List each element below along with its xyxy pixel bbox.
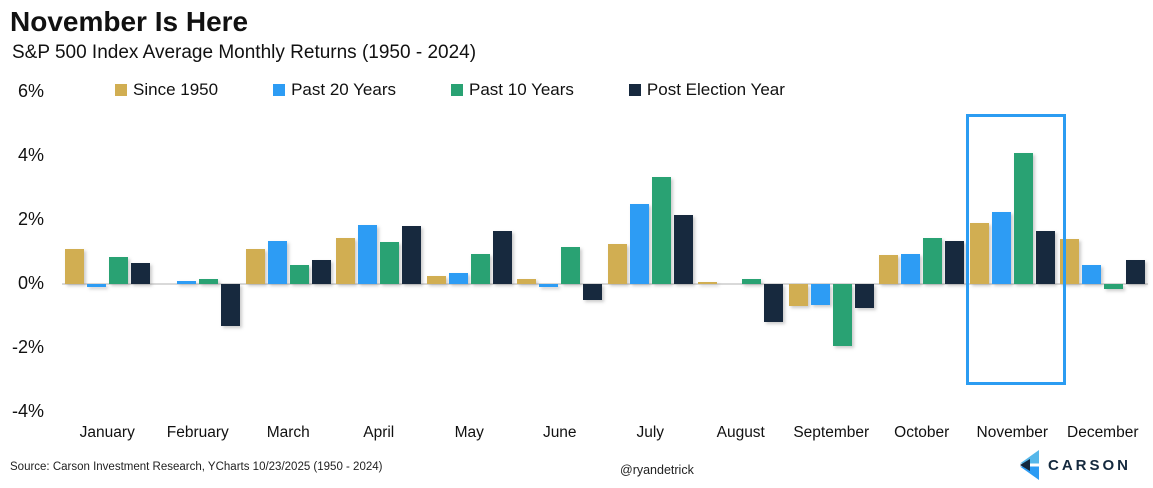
x-tick-label-october: October — [894, 424, 950, 441]
x-tick-label-february: February — [166, 424, 229, 441]
bar-november-post-election-year — [1035, 231, 1055, 284]
legend-label: Past 20 Years — [291, 80, 396, 99]
chart-legend: Since 1950 Past 20 Years Past 10 Years Post… — [115, 80, 785, 100]
bar-may-post-election-year — [492, 231, 512, 284]
bar-april-past-10-years — [380, 242, 400, 284]
bar-june-since-1950 — [517, 279, 537, 284]
bar-november-past-20-years — [991, 212, 1011, 284]
legend-item-past-10-years: Past 10 Years — [451, 80, 574, 100]
bar-february-past-20-years — [177, 280, 197, 284]
x-tick-label-january: January — [79, 424, 135, 441]
bar-january-past-10-years — [108, 256, 128, 284]
bar-july-past-20-years — [629, 204, 649, 284]
bar-march-since-1950 — [245, 248, 265, 284]
bar-august-post-election-year — [764, 284, 784, 323]
x-tick-label-july: July — [636, 424, 665, 441]
bar-september-past-10-years — [832, 284, 852, 347]
x-tick-label-november: November — [976, 424, 1049, 441]
bar-june-post-election-year — [583, 284, 603, 300]
legend-swatch — [451, 84, 463, 96]
bar-may-since-1950 — [426, 276, 446, 284]
bar-january-since-1950 — [64, 248, 84, 284]
legend-item-past-20-years: Past 20 Years — [273, 80, 396, 100]
bar-december-past-10-years — [1104, 284, 1124, 289]
x-tick-label-december: December — [1067, 424, 1139, 441]
y-tick-label: -2% — [11, 337, 44, 357]
november-highlight-box — [966, 114, 1066, 385]
x-tick-label-september: September — [793, 424, 870, 441]
y-tick-label: 6% — [17, 81, 44, 101]
bar-november-past-10-years — [1013, 152, 1033, 284]
x-tick-label-august: August — [716, 424, 765, 441]
bar-september-since-1950 — [788, 284, 808, 307]
carson-logo-icon — [1020, 450, 1039, 480]
legend-swatch — [628, 84, 641, 96]
bar-november-since-1950 — [969, 223, 989, 284]
x-tick-label-april: April — [363, 424, 395, 441]
source-note: Source: Carson Investment Research, YCha… — [10, 461, 383, 473]
bar-february-past-10-years — [199, 279, 219, 284]
bar-october-post-election-year — [945, 240, 965, 284]
bar-june-past-10-years — [561, 247, 581, 284]
legend-label: Post Election Year — [646, 80, 785, 99]
legend-label: Since 1950 — [133, 80, 219, 99]
y-tick-label: 2% — [17, 209, 44, 229]
bar-april-since-1950 — [336, 237, 356, 284]
x-tick-label-june: June — [542, 424, 577, 441]
legend-swatch — [115, 84, 127, 96]
bar-august-past-10-years — [742, 279, 762, 284]
bar-april-past-20-years — [358, 224, 378, 284]
legend-swatch — [273, 84, 286, 96]
bar-may-past-10-years — [470, 253, 490, 284]
chart-subtitle: S&P 500 Index Average Monthly Returns (1… — [12, 42, 477, 63]
bar-january-post-election-year — [130, 263, 150, 284]
y-tick-label: 0% — [17, 273, 44, 293]
carson-logo: CARSON — [1018, 450, 1131, 480]
carson-logo-text: CARSON — [1048, 456, 1132, 474]
bar-january-past-20-years — [86, 284, 106, 288]
bar-march-past-20-years — [267, 240, 287, 284]
bar-august-since-1950 — [698, 282, 718, 284]
bar-december-post-election-year — [1126, 260, 1146, 284]
bar-october-past-10-years — [923, 237, 943, 284]
bar-may-past-20-years — [448, 272, 468, 284]
y-tick-label: 4% — [17, 145, 44, 165]
page-title: November Is Here — [10, 6, 249, 37]
bar-july-past-10-years — [651, 176, 671, 284]
bar-march-past-10-years — [289, 264, 309, 284]
author-handle: @ryandetrick — [620, 463, 694, 477]
bar-february-post-election-year — [221, 284, 241, 326]
bar-june-past-20-years — [539, 284, 559, 288]
bar-december-past-20-years — [1082, 264, 1102, 284]
bar-july-since-1950 — [607, 244, 627, 284]
bar-september-past-20-years — [810, 284, 830, 305]
y-tick-label: -4% — [11, 401, 44, 421]
bar-september-post-election-year — [854, 284, 874, 308]
x-tick-label-march: March — [266, 424, 310, 441]
bar-october-past-20-years — [901, 253, 921, 284]
legend-item-since-1950: Since 1950 — [115, 80, 218, 100]
bar-march-post-election-year — [311, 260, 331, 284]
bar-july-post-election-year — [673, 215, 693, 284]
plot-area — [62, 92, 1148, 412]
bar-october-since-1950 — [879, 255, 899, 284]
legend-item-post-election-year: Post Election Year — [628, 80, 785, 100]
legend-label: Past 10 Years — [469, 80, 574, 99]
zero-gridline — [62, 283, 1148, 285]
bar-april-post-election-year — [402, 226, 422, 284]
x-tick-label-may: May — [454, 424, 484, 441]
